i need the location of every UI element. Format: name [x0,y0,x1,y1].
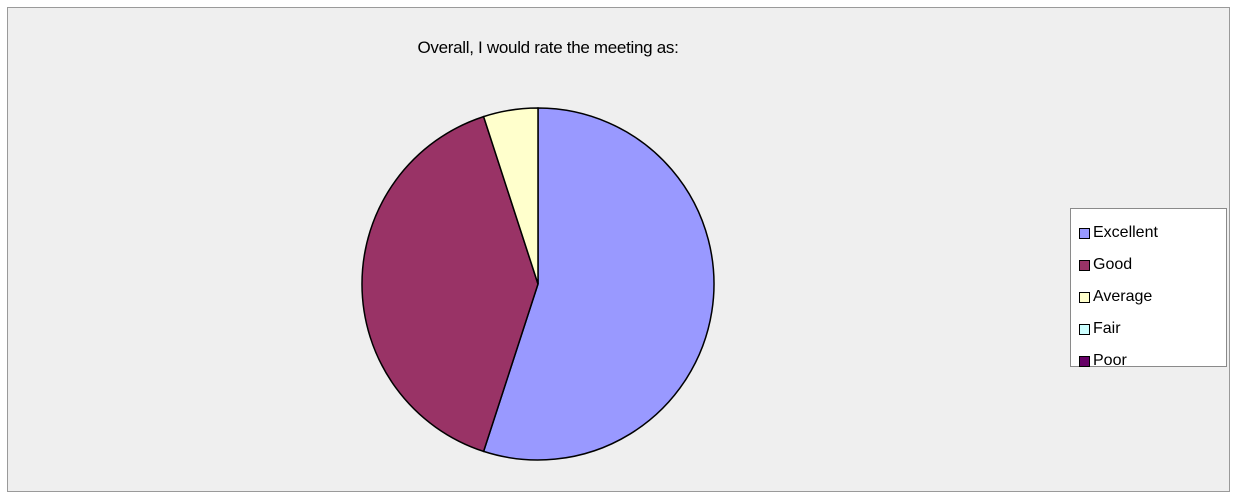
legend-swatch [1079,259,1090,271]
legend-item-poor: Poor [1071,345,1226,377]
legend-label: Poor [1093,352,1127,369]
legend-item-excellent: Excellent [1071,217,1226,249]
legend: Excellent Good Average Fair Poor [1070,208,1227,369]
legend-swatch [1079,355,1090,367]
legend-item-good: Good [1071,249,1226,281]
legend-swatch [1079,227,1090,239]
pie-slice-excellent [482,107,715,461]
pie-slice-average [482,107,539,285]
legend-item-fair: Fair [1071,313,1226,345]
legend-label: Excellent [1093,224,1158,241]
chart-area: Overall, I would rate the meeting as: Ex… [7,7,1230,492]
legend-label: Fair [1093,320,1121,337]
legend-label: Average [1093,288,1153,305]
legend-item-average: Average [1071,281,1226,313]
legend-swatch [1079,323,1090,335]
legend-label: Good [1093,256,1133,273]
legend-swatch [1079,291,1090,303]
pie-slice-good [361,115,539,453]
chart-title: Overall, I would rate the meeting as: [417,38,679,57]
pie-chart [361,107,715,461]
